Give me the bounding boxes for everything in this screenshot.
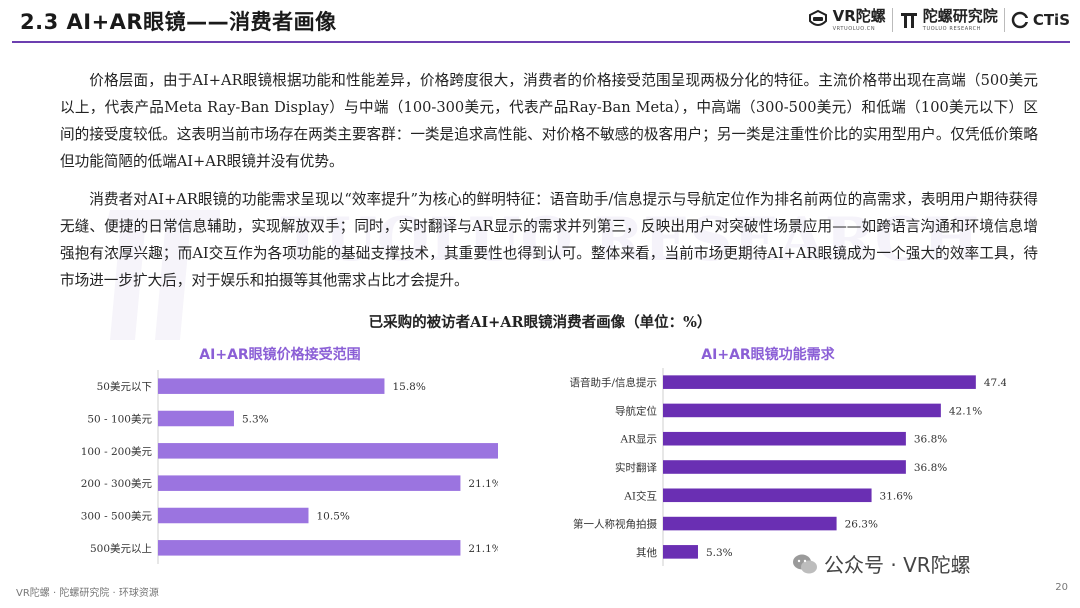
- bar: [663, 403, 941, 418]
- bar: [663, 545, 698, 559]
- page-title: 2.3 AI+AR眼镜——消费者画像: [20, 10, 337, 34]
- category-label: AR显示: [620, 434, 658, 446]
- price-range-chart: AI+AR眼镜价格接受范围 50美元以下 15.8% 50 - 100美元 5.3% 1…: [62, 336, 576, 568]
- category-label: 第一人称视角拍摄: [573, 518, 657, 531]
- wechat-label: 公众号 · VR陀螺: [824, 553, 971, 577]
- ctis-logo: CTiS: [1011, 11, 1070, 29]
- value-label: 26.3%: [845, 519, 878, 531]
- tuoluo-research-logo: 陀螺研究院 TUOLUO RESEARCH: [899, 6, 998, 32]
- tuoluo-pi-icon: [900, 13, 917, 28]
- value-label: 21.1%: [468, 543, 498, 555]
- header-underline: [12, 41, 1070, 43]
- value-label: 15.8%: [392, 381, 425, 393]
- footer-sources: VR陀螺 · 陀螺研究院 · 环球资源: [16, 588, 159, 599]
- value-label: 31.6%: [880, 490, 913, 502]
- bar: [663, 375, 976, 389]
- helmet-icon: [808, 9, 827, 26]
- logo1-name: VR陀螺: [832, 6, 886, 25]
- category-label: 导航定位: [615, 404, 657, 417]
- header: 2.3 AI+AR眼镜——消费者画像 VR陀螺 VRTUOLUO.CN 陀螺研究…: [0, 0, 1080, 43]
- bar: [663, 460, 906, 474]
- logo1-sub: VRTUOLUO.CN: [832, 25, 876, 32]
- wechat-icon: [793, 554, 817, 573]
- category-label: 实时翻译: [615, 461, 657, 474]
- paragraph-function: 消费者对AI+AR眼镜的功能需求呈现以“效率提升”为核心的鲜明特征：语音助手/信…: [60, 191, 1038, 289]
- logo-divider: [1003, 8, 1005, 32]
- bar: [158, 540, 461, 556]
- bar: [158, 410, 234, 427]
- bar: [663, 516, 837, 531]
- bar: [158, 378, 385, 394]
- wechat-watermark: 公众号 · VR陀螺: [792, 549, 971, 578]
- paragraph-price: 价格层面，由于AI+AR眼镜根据功能和性能差异，价格跨度很大，消费者的价格接受范…: [60, 72, 1038, 170]
- section-chart-title: 已采购的被访者AI+AR眼镜消费者画像（单位：%）: [368, 314, 712, 331]
- category-label: 语音助手/信息提示: [569, 376, 657, 389]
- bar: [158, 507, 309, 524]
- bar: [663, 431, 906, 446]
- category-label: 50美元以下: [97, 380, 152, 393]
- value-label: 47.4%: [984, 377, 1006, 389]
- vr-tuoluo-logo: VR陀螺 VRTUOLUO.CN: [807, 6, 886, 32]
- logo3-name: CTiS: [1032, 10, 1070, 29]
- category-label: 其他: [636, 546, 657, 559]
- value-label: 10.5%: [317, 511, 350, 523]
- bar: [158, 475, 461, 491]
- value-label: 5.3%: [242, 414, 269, 426]
- category-label: 500美元以上: [90, 542, 152, 555]
- bar: [158, 443, 535, 459]
- bar: [663, 488, 872, 503]
- page-number: 20: [1055, 582, 1068, 593]
- function-demand-chart: AI+AR眼镜功能需求 语音助手/信息提示 47.4% 导航定位 42.1% AR显示 3…: [530, 336, 1017, 568]
- value-label: 36.8%: [914, 462, 947, 474]
- logo-divider: [891, 8, 893, 32]
- category-label: 300 - 500美元: [81, 510, 153, 523]
- logo-group: VR陀螺 VRTUOLUO.CN 陀螺研究院 TUOLUO RESEARCH C…: [807, 4, 1070, 36]
- function-chart-svg: 语音助手/信息提示 47.4% 导航定位 42.1% AR显示 36.8% 实时翻译 36.8…: [569, 368, 1017, 566]
- ctis-circle-icon: [1011, 11, 1029, 29]
- category-label: 200 - 300美元: [81, 477, 153, 490]
- value-label: 36.8%: [914, 434, 947, 446]
- category-label: 100 - 200美元: [81, 445, 153, 458]
- logo2-sub: TUOLUO RESEARCH: [922, 25, 982, 32]
- value-label: 5.3%: [706, 547, 733, 559]
- category-label: 50 - 100美元: [87, 413, 152, 426]
- price-chart-title: AI+AR眼镜价格接受范围: [199, 347, 361, 363]
- value-label: 21.1%: [468, 478, 498, 490]
- function-chart-title: AI+AR眼镜功能需求: [701, 347, 835, 363]
- value-label: 42.1%: [949, 405, 982, 417]
- category-label: AI交互: [623, 489, 657, 502]
- logo2-name: 陀螺研究院: [922, 6, 998, 25]
